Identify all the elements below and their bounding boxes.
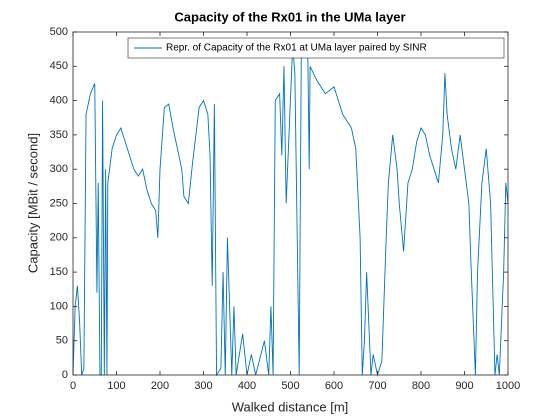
chart-title: Capacity of the Rx01 in the UMa layer bbox=[174, 9, 405, 24]
y-tick-label: 450 bbox=[50, 60, 68, 72]
y-tick-label: 200 bbox=[50, 232, 68, 244]
y-tick-label: 300 bbox=[50, 163, 68, 175]
x-tick-label: 1000 bbox=[496, 380, 520, 392]
x-tick-label: 400 bbox=[238, 380, 256, 392]
y-tick-label: 50 bbox=[56, 335, 68, 347]
legend-label: Repr. of Capacity of the Rx01 at UMa lay… bbox=[166, 43, 427, 54]
legend-box bbox=[127, 37, 505, 59]
y-tick-label: 350 bbox=[50, 129, 68, 141]
y-tick-label: 100 bbox=[50, 300, 68, 312]
x-tick-label: 100 bbox=[107, 380, 125, 392]
y-axis-label: Capacity [MBit / second] bbox=[25, 133, 40, 273]
x-tick-label: 900 bbox=[455, 380, 473, 392]
y-tick-label: 150 bbox=[50, 266, 68, 278]
x-tick-label: 200 bbox=[151, 380, 169, 392]
x-tick-label: 0 bbox=[70, 380, 76, 392]
x-tick-label: 300 bbox=[194, 380, 212, 392]
x-tick-label: 800 bbox=[412, 380, 430, 392]
x-tick-label: 500 bbox=[281, 380, 299, 392]
x-tick-label: 700 bbox=[368, 380, 386, 392]
y-tick-label: 400 bbox=[50, 95, 68, 107]
x-tick-label: 600 bbox=[325, 380, 343, 392]
y-tick-label: 250 bbox=[50, 197, 68, 209]
y-tick-label: 500 bbox=[50, 26, 68, 38]
x-axis-label: Walked distance [m] bbox=[232, 399, 349, 414]
y-tick-label: 0 bbox=[62, 369, 68, 381]
plot-area bbox=[73, 32, 508, 375]
